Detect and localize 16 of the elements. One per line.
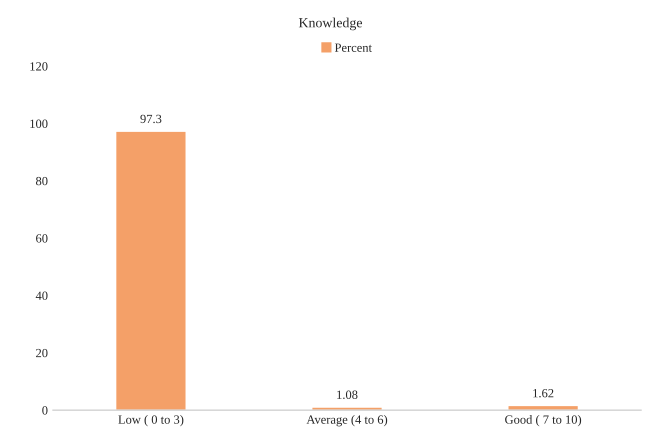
- chart-title: Knowledge: [298, 18, 362, 30]
- bar: [114, 130, 187, 410]
- y-tick-label: 100: [30, 120, 48, 128]
- data-label: 1.62: [533, 388, 554, 398]
- legend-label: Percent: [334, 44, 372, 52]
- y-tick-label: 20: [36, 348, 48, 358]
- data-label: 1.08: [337, 390, 358, 399]
- data-label: 97.3: [140, 114, 162, 124]
- y-tick-label: 0: [42, 406, 48, 415]
- y-tick-label: 80: [36, 176, 48, 186]
- y-tick-label: 120: [30, 62, 48, 71]
- x-tick-label: Low ( 0 to 3): [118, 414, 184, 426]
- y-tick-label: 40: [36, 291, 48, 300]
- x-tick-label: Average (4 to 6): [306, 414, 388, 426]
- y-tick-label: 60: [36, 234, 48, 243]
- x-tick-label: Good ( 7 to 10): [505, 414, 582, 426]
